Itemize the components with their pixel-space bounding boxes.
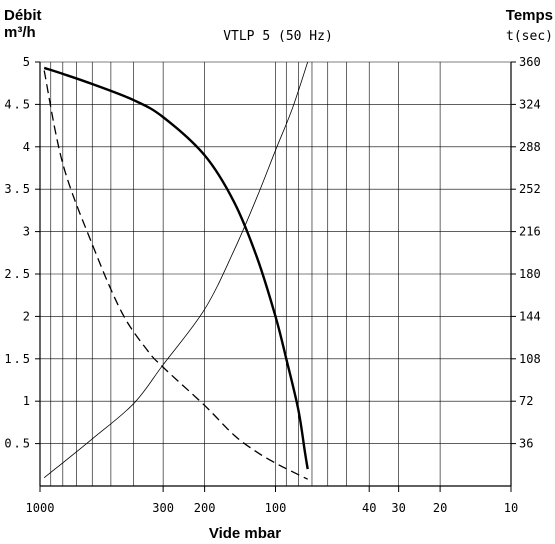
y-tick-label: 5	[23, 55, 32, 69]
x-tick-label: 1000	[26, 501, 55, 515]
y-tick-label: 0.5	[4, 437, 32, 451]
y2-tick-label: 108	[519, 352, 541, 366]
curve-layer	[43, 61, 309, 480]
series-time-curve	[43, 61, 309, 479]
y-tick-label: 4.5	[4, 97, 32, 111]
y-tick-label: 3.5	[4, 182, 32, 196]
y-axis-unit: m³/h	[4, 24, 36, 41]
y2-tick-label: 144	[519, 309, 541, 323]
x-tick-label: 40	[362, 501, 376, 515]
y2-tick-label: 324	[519, 97, 541, 111]
grid-layer	[39, 61, 512, 486]
x-tick-label: 10	[504, 501, 518, 515]
y-tick-label: 1.5	[4, 352, 32, 366]
y2-tick-label: 72	[519, 394, 533, 408]
text-layer: Débit m³/h VTLP 5 (50 Hz) Temps t(sec) V…	[4, 7, 553, 542]
x-axis-label: Vide mbar	[209, 525, 281, 542]
y2-axis-unit: t(sec)	[506, 29, 553, 44]
y2-tick-label: 36	[519, 437, 533, 451]
y-tick-label: 4	[23, 140, 32, 154]
y2-axis-label: Temps	[506, 7, 553, 24]
y2-tick-label: 288	[519, 140, 541, 154]
y-tick-label: 3	[23, 225, 32, 239]
series-dashed-curve	[43, 70, 308, 480]
y2-tick-label: 360	[519, 55, 541, 69]
x-tick-label: 300	[152, 501, 174, 515]
y-tick-label: 1	[23, 394, 32, 408]
x-tick-label: 20	[433, 501, 447, 515]
y-tick-label: 2.5	[4, 267, 32, 281]
axis-layer	[35, 61, 516, 492]
x-tick-label: 100	[265, 501, 287, 515]
x-tick-label: 200	[194, 501, 216, 515]
y-axis-label: Débit	[4, 7, 42, 24]
chart-title: VTLP 5 (50 Hz)	[223, 29, 333, 44]
series-flow-curve	[43, 66, 309, 470]
y-tick-label: 2	[23, 309, 32, 323]
y2-tick-label: 216	[519, 225, 541, 239]
x-tick-label: 30	[391, 501, 405, 515]
y2-tick-label: 180	[519, 267, 541, 281]
y2-tick-label: 252	[519, 182, 541, 196]
